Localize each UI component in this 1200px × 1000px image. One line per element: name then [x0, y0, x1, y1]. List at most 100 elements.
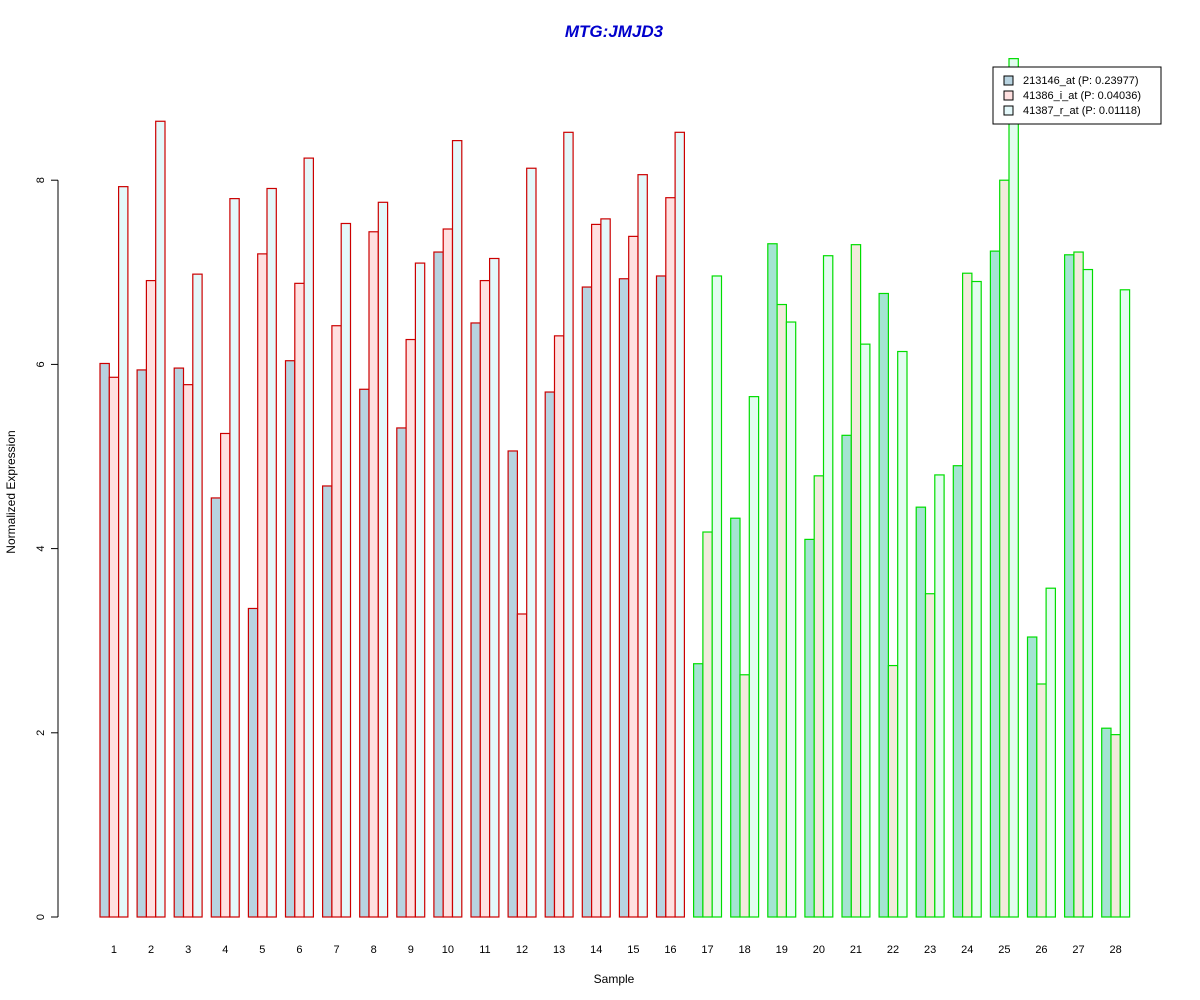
- x-tick-label: 10: [442, 944, 454, 956]
- bar-sample-25-series-1: [989, 250, 1001, 918]
- bar-sample-6-series-3: [303, 157, 315, 918]
- legend: 213146_at (P: 0.23977) 41386_i_at (P: 0.0…: [992, 66, 1162, 125]
- bar-sample-3-series-2: [182, 384, 194, 918]
- bar-sample-3-series-1: [173, 367, 185, 918]
- y-tick-label: 8: [35, 177, 47, 183]
- bar-sample-1-series-2: [108, 376, 120, 918]
- bar-sample-24-series-1: [952, 465, 964, 918]
- bar-sample-21-series-1: [841, 434, 852, 918]
- bar-sample-17-series-1: [692, 663, 704, 918]
- bar-sample-23-series-2: [924, 593, 936, 918]
- bar-sample-24-series-2: [961, 272, 973, 918]
- bar-sample-11-series-2: [479, 279, 491, 918]
- bar-sample-2-series-2: [145, 279, 157, 918]
- bar-sample-13-series-1: [544, 391, 556, 918]
- bar-sample-26-series-3: [1045, 587, 1056, 918]
- bar-sample-5-series-1: [247, 607, 259, 918]
- bar-sample-17-series-3: [711, 275, 723, 918]
- bar-sample-10-series-3: [451, 140, 463, 918]
- bar-sample-20-series-2: [813, 475, 825, 918]
- y-axis: 0 2 4 6 8: [35, 177, 59, 920]
- bar-sample-4-series-3: [229, 198, 240, 918]
- legend-box: [992, 66, 1162, 125]
- bar-sample-26-series-1: [1026, 636, 1038, 918]
- bar-sample-15-series-3: [637, 174, 648, 918]
- bar-sample-5-series-2: [257, 253, 268, 918]
- bar-sample-4-series-2: [220, 432, 231, 918]
- bar-sample-22-series-1: [878, 292, 889, 918]
- bar-sample-1-series-1: [99, 362, 110, 918]
- x-tick-label: 15: [627, 944, 639, 956]
- bar-sample-1-series-3: [117, 186, 129, 918]
- bar-sample-7-series-1: [322, 485, 333, 918]
- bar-sample-25-series-2: [999, 179, 1010, 918]
- x-tick-label: 8: [371, 944, 377, 956]
- x-tick-label: 21: [850, 944, 862, 956]
- x-tick-label: 24: [961, 944, 973, 956]
- bar-sample-19-series-2: [776, 303, 787, 918]
- bar-sample-20-series-3: [822, 255, 834, 918]
- bar-sample-20-series-1: [804, 538, 815, 918]
- y-tick-label: 2: [35, 730, 47, 736]
- bar-sample-18-series-3: [748, 396, 760, 918]
- bar-sample-12-series-1: [507, 450, 519, 918]
- bar-sample-27-series-2: [1073, 251, 1084, 918]
- y-axis-label: Normalized Expression: [4, 430, 18, 553]
- bar-sample-21-series-2: [850, 244, 862, 918]
- x-tick-label: 7: [333, 944, 339, 956]
- x-tick-label: 2: [148, 944, 154, 956]
- bar-sample-22-series-3: [897, 350, 908, 918]
- bar-sample-6-series-2: [294, 282, 305, 918]
- bar-sample-5-series-3: [266, 187, 277, 918]
- bar-sample-9-series-3: [414, 262, 426, 918]
- legend-swatch: [1003, 75, 1014, 86]
- x-tick-label: 23: [924, 944, 936, 956]
- legend-entry-label: 41386_i_at (P: 0.04036): [1023, 90, 1141, 102]
- bar-sample-2-series-3: [155, 120, 166, 918]
- bar-sample-18-series-1: [730, 517, 741, 918]
- x-tick-label: 25: [998, 944, 1010, 956]
- bar-sample-16-series-2: [665, 197, 676, 918]
- bar-sample-13-series-3: [563, 131, 574, 918]
- x-tick-label: 5: [259, 944, 265, 956]
- bar-sample-27-series-3: [1082, 268, 1094, 918]
- legend-swatch: [1003, 90, 1014, 101]
- x-tick-label: 17: [701, 944, 713, 956]
- legend-swatch: [1003, 105, 1014, 116]
- bar-sample-21-series-3: [859, 343, 871, 918]
- x-tick-label: 4: [222, 944, 228, 956]
- bar-sample-6-series-1: [284, 360, 296, 918]
- bar-sample-3-series-3: [192, 273, 203, 918]
- bar-sample-28-series-3: [1119, 289, 1131, 918]
- x-tick-label: 14: [590, 944, 602, 956]
- bar-sample-9-series-2: [405, 338, 417, 918]
- x-tick-label: 6: [296, 944, 302, 956]
- y-tick-label: 6: [35, 361, 47, 367]
- bar-sample-13-series-2: [553, 335, 565, 918]
- bar-sample-10-series-2: [442, 228, 454, 918]
- y-tick-label: 0: [35, 914, 47, 920]
- bar-sample-14-series-2: [590, 223, 602, 918]
- x-tick-label: 12: [516, 944, 528, 956]
- bar-sample-17-series-2: [702, 531, 713, 918]
- bar-sample-24-series-3: [971, 280, 982, 918]
- bar-sample-18-series-2: [739, 674, 750, 918]
- bar-sample-15-series-2: [628, 235, 639, 918]
- x-tick-label: 13: [553, 944, 565, 956]
- x-tick-label: 16: [664, 944, 676, 956]
- bar-sample-8-series-1: [359, 388, 370, 918]
- bar-sample-7-series-3: [340, 222, 352, 918]
- bar-sample-16-series-1: [655, 275, 667, 918]
- bar-sample-7-series-2: [331, 325, 342, 918]
- bar-sample-14-series-1: [581, 286, 593, 918]
- bar-sample-28-series-1: [1101, 727, 1112, 918]
- bar-sample-11-series-3: [489, 257, 500, 918]
- x-tick-label: 28: [1110, 944, 1122, 956]
- chart-title: MTG:JMJD3: [565, 22, 664, 41]
- x-tick-labels: 1 2 3 4 5 6 7 8 9 10 11 12 13 14 15 16 17 18 19 20 21 22 23 24 2…: [111, 944, 1122, 956]
- x-axis-label: Sample: [594, 972, 635, 986]
- x-tick-label: 22: [887, 944, 899, 956]
- x-tick-label: 27: [1072, 944, 1084, 956]
